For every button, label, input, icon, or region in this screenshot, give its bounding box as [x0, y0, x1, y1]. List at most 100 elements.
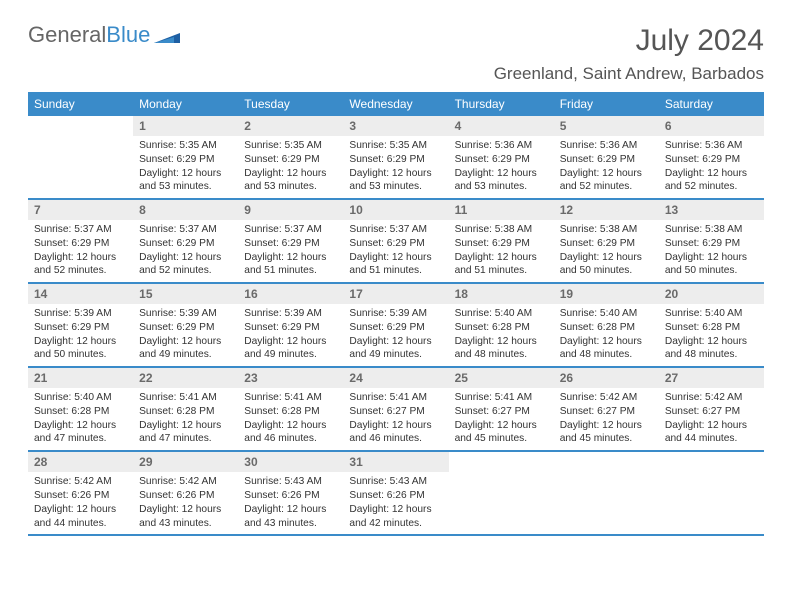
- day-body: Sunrise: 5:38 AMSunset: 6:29 PMDaylight:…: [449, 220, 554, 278]
- sunrise-text: Sunrise: 5:35 AM: [349, 139, 442, 153]
- day-body: Sunrise: 5:41 AMSunset: 6:27 PMDaylight:…: [449, 388, 554, 446]
- daylight-text: Daylight: 12 hours and 47 minutes.: [139, 419, 232, 447]
- sunrise-text: Sunrise: 5:39 AM: [244, 307, 337, 321]
- calendar-day: 28Sunrise: 5:42 AMSunset: 6:26 PMDayligh…: [28, 452, 133, 534]
- sunrise-text: Sunrise: 5:37 AM: [34, 223, 127, 237]
- daylight-text: Daylight: 12 hours and 49 minutes.: [349, 335, 442, 363]
- day-number: 20: [659, 284, 764, 304]
- sunrise-text: Sunrise: 5:37 AM: [244, 223, 337, 237]
- sunset-text: Sunset: 6:29 PM: [665, 237, 758, 251]
- sunset-text: Sunset: 6:29 PM: [665, 153, 758, 167]
- calendar-day: 14Sunrise: 5:39 AMSunset: 6:29 PMDayligh…: [28, 284, 133, 366]
- daylight-text: Daylight: 12 hours and 42 minutes.: [349, 503, 442, 531]
- sunset-text: Sunset: 6:27 PM: [455, 405, 548, 419]
- day-body: Sunrise: 5:36 AMSunset: 6:29 PMDaylight:…: [659, 136, 764, 194]
- sunset-text: Sunset: 6:29 PM: [560, 237, 653, 251]
- calendar-day: 6Sunrise: 5:36 AMSunset: 6:29 PMDaylight…: [659, 116, 764, 198]
- calendar-day: 31Sunrise: 5:43 AMSunset: 6:26 PMDayligh…: [343, 452, 448, 534]
- sunrise-text: Sunrise: 5:38 AM: [560, 223, 653, 237]
- sunset-text: Sunset: 6:29 PM: [139, 321, 232, 335]
- day-number: 12: [554, 200, 659, 220]
- sunrise-text: Sunrise: 5:36 AM: [455, 139, 548, 153]
- day-number: 15: [133, 284, 238, 304]
- title-block: July 2024 Greenland, Saint Andrew, Barba…: [494, 24, 764, 84]
- calendar-day: 24Sunrise: 5:41 AMSunset: 6:27 PMDayligh…: [343, 368, 448, 450]
- day-number: 19: [554, 284, 659, 304]
- calendar-day: 18Sunrise: 5:40 AMSunset: 6:28 PMDayligh…: [449, 284, 554, 366]
- sunset-text: Sunset: 6:29 PM: [455, 153, 548, 167]
- day-body: Sunrise: 5:38 AMSunset: 6:29 PMDaylight:…: [554, 220, 659, 278]
- calendar: Sunday Monday Tuesday Wednesday Thursday…: [28, 92, 764, 536]
- calendar-day: 5Sunrise: 5:36 AMSunset: 6:29 PMDaylight…: [554, 116, 659, 198]
- sunset-text: Sunset: 6:27 PM: [349, 405, 442, 419]
- day-number: 29: [133, 452, 238, 472]
- logo: GeneralBlue: [28, 24, 180, 46]
- calendar-day: 26Sunrise: 5:42 AMSunset: 6:27 PMDayligh…: [554, 368, 659, 450]
- logo-flag-icon: [154, 25, 180, 43]
- day-number: 30: [238, 452, 343, 472]
- sunset-text: Sunset: 6:26 PM: [244, 489, 337, 503]
- sunset-text: Sunset: 6:27 PM: [560, 405, 653, 419]
- day-body: Sunrise: 5:37 AMSunset: 6:29 PMDaylight:…: [343, 220, 448, 278]
- day-body: Sunrise: 5:35 AMSunset: 6:29 PMDaylight:…: [238, 136, 343, 194]
- day-number: 10: [343, 200, 448, 220]
- day-number: 31: [343, 452, 448, 472]
- daylight-text: Daylight: 12 hours and 52 minutes.: [665, 167, 758, 195]
- day-number: 13: [659, 200, 764, 220]
- sunrise-text: Sunrise: 5:42 AM: [139, 475, 232, 489]
- sunrise-text: Sunrise: 5:37 AM: [139, 223, 232, 237]
- daylight-text: Daylight: 12 hours and 53 minutes.: [455, 167, 548, 195]
- day-body: Sunrise: 5:39 AMSunset: 6:29 PMDaylight:…: [343, 304, 448, 362]
- daylight-text: Daylight: 12 hours and 51 minutes.: [455, 251, 548, 279]
- daylight-text: Daylight: 12 hours and 46 minutes.: [349, 419, 442, 447]
- day-number: 14: [28, 284, 133, 304]
- sunset-text: Sunset: 6:29 PM: [244, 237, 337, 251]
- sunrise-text: Sunrise: 5:42 AM: [665, 391, 758, 405]
- sunset-text: Sunset: 6:29 PM: [34, 237, 127, 251]
- calendar-day: 12Sunrise: 5:38 AMSunset: 6:29 PMDayligh…: [554, 200, 659, 282]
- daylight-text: Daylight: 12 hours and 43 minutes.: [139, 503, 232, 531]
- day-body: Sunrise: 5:39 AMSunset: 6:29 PMDaylight:…: [28, 304, 133, 362]
- sunrise-text: Sunrise: 5:40 AM: [560, 307, 653, 321]
- day-body: Sunrise: 5:36 AMSunset: 6:29 PMDaylight:…: [554, 136, 659, 194]
- sunrise-text: Sunrise: 5:42 AM: [560, 391, 653, 405]
- calendar-week: 21Sunrise: 5:40 AMSunset: 6:28 PMDayligh…: [28, 368, 764, 452]
- day-number: 16: [238, 284, 343, 304]
- calendar-day: .: [554, 452, 659, 534]
- sunset-text: Sunset: 6:29 PM: [139, 153, 232, 167]
- day-number: 5: [554, 116, 659, 136]
- sunrise-text: Sunrise: 5:38 AM: [455, 223, 548, 237]
- calendar-day: 11Sunrise: 5:38 AMSunset: 6:29 PMDayligh…: [449, 200, 554, 282]
- weekday-header: Wednesday: [343, 92, 448, 116]
- sunrise-text: Sunrise: 5:38 AM: [665, 223, 758, 237]
- day-body: Sunrise: 5:38 AMSunset: 6:29 PMDaylight:…: [659, 220, 764, 278]
- daylight-text: Daylight: 12 hours and 49 minutes.: [244, 335, 337, 363]
- day-number: 18: [449, 284, 554, 304]
- daylight-text: Daylight: 12 hours and 49 minutes.: [139, 335, 232, 363]
- sunset-text: Sunset: 6:28 PM: [560, 321, 653, 335]
- daylight-text: Daylight: 12 hours and 43 minutes.: [244, 503, 337, 531]
- daylight-text: Daylight: 12 hours and 44 minutes.: [665, 419, 758, 447]
- day-body: Sunrise: 5:40 AMSunset: 6:28 PMDaylight:…: [28, 388, 133, 446]
- weekday-header: Friday: [554, 92, 659, 116]
- calendar-day: 4Sunrise: 5:36 AMSunset: 6:29 PMDaylight…: [449, 116, 554, 198]
- sunset-text: Sunset: 6:29 PM: [139, 237, 232, 251]
- logo-text-1: General: [28, 24, 106, 46]
- day-number: 1: [133, 116, 238, 136]
- weekday-header: Saturday: [659, 92, 764, 116]
- calendar-week: 14Sunrise: 5:39 AMSunset: 6:29 PMDayligh…: [28, 284, 764, 368]
- calendar-day: 2Sunrise: 5:35 AMSunset: 6:29 PMDaylight…: [238, 116, 343, 198]
- day-number: 6: [659, 116, 764, 136]
- weekday-header: Thursday: [449, 92, 554, 116]
- day-body: Sunrise: 5:43 AMSunset: 6:26 PMDaylight:…: [343, 472, 448, 530]
- daylight-text: Daylight: 12 hours and 51 minutes.: [349, 251, 442, 279]
- daylight-text: Daylight: 12 hours and 52 minutes.: [560, 167, 653, 195]
- sunrise-text: Sunrise: 5:43 AM: [349, 475, 442, 489]
- day-body: Sunrise: 5:42 AMSunset: 6:26 PMDaylight:…: [28, 472, 133, 530]
- calendar-day: 10Sunrise: 5:37 AMSunset: 6:29 PMDayligh…: [343, 200, 448, 282]
- day-number: 27: [659, 368, 764, 388]
- sunrise-text: Sunrise: 5:42 AM: [34, 475, 127, 489]
- day-number: 17: [343, 284, 448, 304]
- calendar-day: 27Sunrise: 5:42 AMSunset: 6:27 PMDayligh…: [659, 368, 764, 450]
- sunrise-text: Sunrise: 5:40 AM: [455, 307, 548, 321]
